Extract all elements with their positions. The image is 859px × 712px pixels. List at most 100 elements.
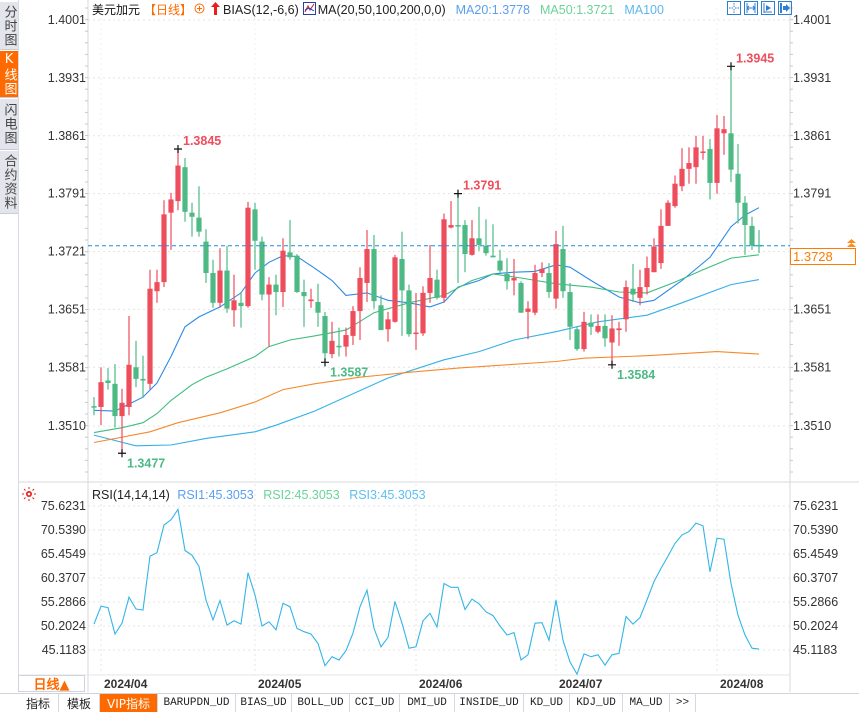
candle-down: [588, 322, 594, 327]
tab-vip-indicators[interactable]: VIP指标: [100, 694, 158, 712]
rsi-tick-label-left: 60.3707: [41, 571, 86, 585]
candle-up: [126, 364, 132, 407]
candle-down: [287, 252, 293, 258]
candle-up: [686, 163, 692, 169]
more-tabs-button[interactable]: >>: [670, 694, 696, 712]
candle-down: [273, 284, 279, 293]
low-marker: [608, 360, 616, 369]
bias-indicator-label[interactable]: BIAS(12,-6,6): [223, 2, 299, 17]
low-price-annotation: 1.3584: [617, 368, 655, 382]
rsi-line: [93, 507, 760, 676]
current-price-label: 1.3728: [790, 248, 856, 265]
tab-barupdn-ud[interactable]: BARUPDN_UD: [158, 694, 236, 712]
high-marker: [454, 189, 462, 198]
crosshair-icon[interactable]: [727, 1, 741, 15]
candle-down: [728, 133, 734, 170]
candle-up: [679, 168, 685, 187]
low-price-annotation: 1.3477: [127, 456, 165, 470]
symbol-name: 美元加元: [92, 3, 141, 17]
high-price-annotation: 1.3945: [736, 51, 774, 65]
ma-chart-icon[interactable]: [302, 1, 316, 18]
tab-dmi-ud[interactable]: DMI_UD: [400, 694, 455, 712]
period-selector[interactable]: 日线▲: [18, 675, 85, 693]
rsi-tick-label-left: 55.2866: [41, 595, 86, 609]
rsi-tick-label-right: 45.1183: [793, 643, 837, 657]
candle-up: [392, 257, 398, 322]
candle-down: [371, 249, 377, 302]
price-tick-label-left: 1.3791: [48, 187, 86, 201]
circle-plus-icon[interactable]: [194, 3, 205, 17]
candle-up: [553, 244, 559, 299]
candle-up: [623, 287, 629, 320]
candle-down: [434, 279, 440, 298]
tab-boll-ud[interactable]: BOLL_UD: [292, 694, 350, 712]
tab-flash-chart[interactable]: 闪电图: [0, 99, 18, 150]
candle-up: [525, 308, 531, 312]
rsi-tick-label-right: 60.3707: [793, 571, 838, 585]
candle-down: [315, 301, 321, 313]
tab-cci-ud[interactable]: CCI_UD: [350, 694, 400, 712]
candle-down: [224, 270, 230, 309]
candle-down: [189, 212, 195, 217]
high-price-annotation: 1.3791: [463, 179, 501, 193]
candle-up: [175, 165, 181, 202]
candle-down: [574, 329, 580, 350]
candle-up: [168, 199, 174, 213]
candle-down: [301, 292, 307, 297]
zoom-range-icon[interactable]: [744, 1, 758, 15]
candle-up: [147, 288, 153, 384]
price-tick-label-right: 1.3651: [793, 302, 831, 316]
candle-up: [245, 207, 251, 307]
tab-inside-ud[interactable]: INSIDE_UD: [455, 694, 524, 712]
low-marker: [118, 449, 126, 458]
candle-up: [441, 219, 447, 298]
tab-bias-ud[interactable]: BIAS_UD: [236, 694, 292, 712]
candle-down: [455, 225, 461, 227]
sun-icon[interactable]: [22, 487, 36, 501]
rsi3-value: RSI3:45.3053: [349, 488, 426, 502]
candle-up: [609, 328, 615, 343]
candle-up: [357, 277, 363, 312]
ma100-value: MA100: [624, 2, 664, 17]
candle-up: [658, 225, 664, 264]
candle-up: [714, 128, 720, 183]
candle-up: [581, 321, 587, 350]
high-marker: [174, 144, 182, 153]
double-up-arrow-icon[interactable]: [846, 239, 857, 248]
rsi-tick-label-right: 70.5390: [793, 523, 838, 537]
ma-indicator-label[interactable]: MA(20,50,100,200,0,0): [317, 2, 446, 17]
candle-down: [196, 217, 202, 232]
candle-down: [105, 380, 111, 384]
candle-down: [476, 238, 482, 245]
price-tick-label-right: 1.3510: [793, 419, 831, 433]
candle-up: [413, 332, 419, 335]
red-up-arrow-icon[interactable]: [211, 1, 221, 18]
candle-down: [378, 305, 384, 331]
tab-contract-info[interactable]: 合约资料: [0, 151, 18, 214]
candle-up: [280, 250, 286, 293]
price-tick-label-left: 1.4001: [48, 13, 86, 27]
tab-kline-chart[interactable]: K线图: [0, 51, 18, 98]
tab-ma-ud[interactable]: MA_UD: [623, 694, 670, 712]
move-right-icon[interactable]: [778, 1, 792, 15]
candle-up: [329, 340, 335, 355]
play-step-icon[interactable]: [761, 1, 775, 15]
price-tick-label-left: 1.3651: [48, 302, 86, 316]
candle-down: [399, 258, 405, 291]
tab-kdj-ud[interactable]: KDJ_UD: [570, 694, 623, 712]
date-tick-label: 2024/04: [104, 677, 148, 691]
ma50-value: MA50:1.3721: [540, 2, 615, 17]
low-price-annotation: 1.3587: [330, 365, 368, 379]
tab-templates[interactable]: 模板: [59, 694, 100, 712]
rsi-tick-label-left: 75.6231: [41, 499, 86, 513]
candle-down: [756, 244, 762, 247]
rsi-tick-label-left: 65.4549: [41, 547, 86, 561]
tab-indicators[interactable]: 指标: [18, 694, 59, 712]
candle-down: [742, 202, 748, 226]
tab-kd-ud[interactable]: KD_UD: [524, 694, 570, 712]
candle-up: [665, 202, 671, 226]
rsi-indicator-label[interactable]: RSI(14,14,14): [92, 488, 170, 502]
candle-up: [231, 300, 237, 311]
tab-time-chart[interactable]: 分时图: [0, 2, 18, 50]
